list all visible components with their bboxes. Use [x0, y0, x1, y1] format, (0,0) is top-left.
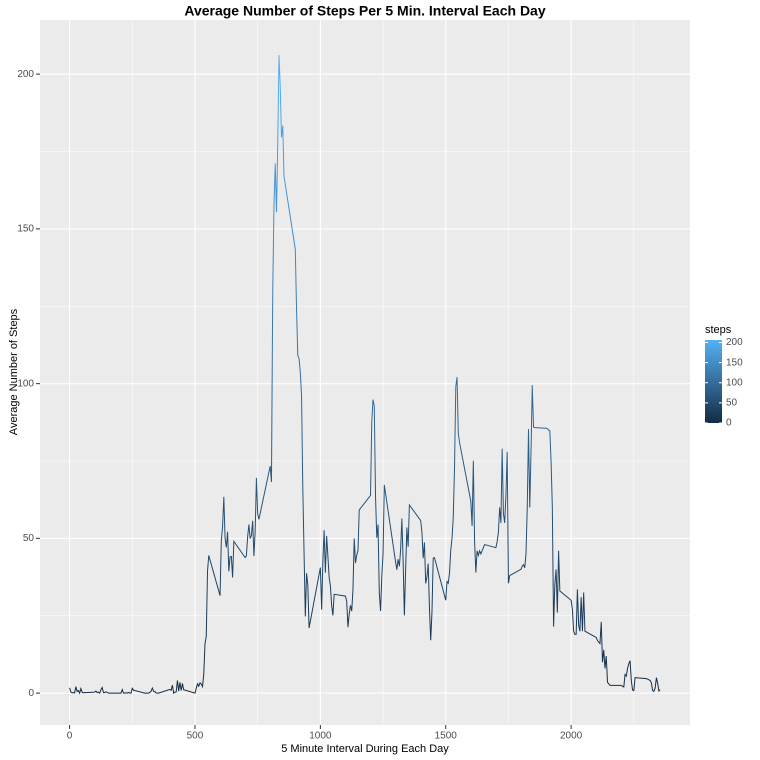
y-axis-title: Average Number of Steps [8, 308, 20, 435]
legend-title: steps [705, 324, 732, 336]
y-tick-label: 0 [28, 688, 34, 699]
data-line [69, 55, 661, 695]
panel [40, 20, 690, 725]
x-tick-label: 1500 [435, 731, 458, 742]
x-tick-label: 500 [187, 731, 204, 742]
colorbar [705, 340, 722, 423]
y-tick-label: 200 [17, 69, 34, 80]
x-tick-label: 0 [67, 731, 73, 742]
x-tick-label: 1000 [309, 731, 332, 742]
y-tick-label: 150 [17, 224, 34, 235]
colorbar-label: 150 [726, 357, 743, 368]
y-tick-label: 100 [17, 378, 34, 389]
x-axis-title: 5 Minute Interval During Each Day [281, 743, 449, 755]
y-tick-label: 50 [23, 533, 35, 544]
colorbar-label: 50 [726, 398, 738, 409]
colorbar-label: 0 [726, 418, 732, 429]
x-tick-label: 2000 [560, 731, 583, 742]
colorbar-label: 200 [726, 337, 743, 348]
colorbar-label: 100 [726, 377, 743, 388]
chart-title: Average Number of Steps Per 5 Min. Inter… [184, 3, 545, 19]
